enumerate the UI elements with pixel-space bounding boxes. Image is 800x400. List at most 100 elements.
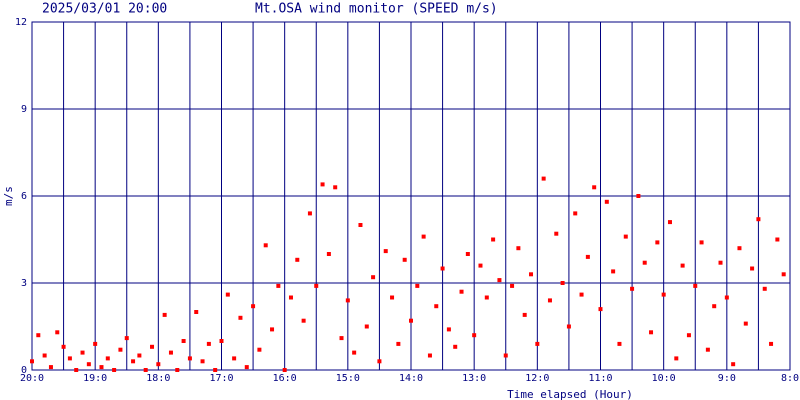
point [453,344,458,349]
point [219,339,224,343]
point [731,362,736,367]
point [36,333,41,338]
point [156,362,161,367]
point [270,327,275,332]
point [459,289,464,294]
point [592,185,597,190]
point [686,333,691,338]
point [295,257,300,262]
point [61,344,66,349]
point [48,365,53,370]
point [339,336,344,341]
x-tick-label: 10:0 [652,373,676,384]
point [699,240,704,245]
point [516,246,521,251]
point [213,368,218,372]
point [712,304,717,309]
point [434,304,439,309]
point [42,353,47,358]
point [415,283,420,288]
x-tick-label: 17:0 [209,373,233,384]
point [560,281,565,285]
point [225,292,230,297]
point [566,324,571,329]
point [636,194,641,198]
point [244,365,249,370]
point [535,341,540,346]
point [371,275,376,280]
point [150,344,155,349]
point [257,347,262,352]
point [168,350,173,355]
point [421,234,426,239]
point [74,368,79,372]
point [491,237,496,242]
point [680,263,685,268]
x-tick-label: 15:0 [336,373,360,384]
point [377,359,382,364]
x-tick-label: 13:0 [462,373,486,384]
point [364,324,369,329]
point [630,286,635,291]
point [238,315,243,320]
point [667,220,672,225]
point [446,327,451,332]
point [175,368,180,372]
point [314,283,319,288]
point [737,246,742,251]
point [301,318,306,323]
point [143,368,148,372]
y-tick-label: 0 [21,365,27,376]
point [440,266,445,271]
x-tick-label: 9:0 [718,373,736,384]
point [320,182,325,187]
x-tick-label: 18:0 [146,373,170,384]
point [55,330,60,335]
x-tick-label: 14:0 [399,373,423,384]
point [655,240,660,245]
point [187,356,192,361]
point [307,211,312,216]
point [200,359,205,364]
point [579,292,584,297]
point [705,347,710,352]
point [472,333,477,338]
point [352,350,357,355]
point [604,199,609,204]
point [288,295,293,300]
point [80,350,85,355]
point [497,278,502,283]
point [282,368,287,372]
point [541,176,546,181]
x-tick-label: 20:0 [20,373,44,384]
x-tick-label: 19:0 [83,373,107,384]
point [781,272,786,277]
point [67,356,72,361]
y-tick-label: 12 [15,17,27,28]
point [194,310,199,314]
point [232,356,237,361]
point [263,243,268,248]
point [276,283,281,288]
point [251,304,256,309]
point [105,356,110,361]
point [718,260,723,265]
x-tick-label: 16:0 [273,373,297,384]
point [396,341,401,346]
point [585,254,590,259]
point [529,272,534,277]
x-tick-label: 12:0 [525,373,549,384]
timestamp: 2025/03/01 20:00 [42,2,167,17]
y-axis-label: m/s [2,186,15,206]
point [131,359,136,364]
point [93,341,98,346]
point [642,260,647,265]
point [756,217,761,222]
point [661,292,666,297]
point [724,295,729,300]
point [743,321,748,326]
point [358,223,363,227]
point [611,269,616,274]
point [86,362,91,367]
